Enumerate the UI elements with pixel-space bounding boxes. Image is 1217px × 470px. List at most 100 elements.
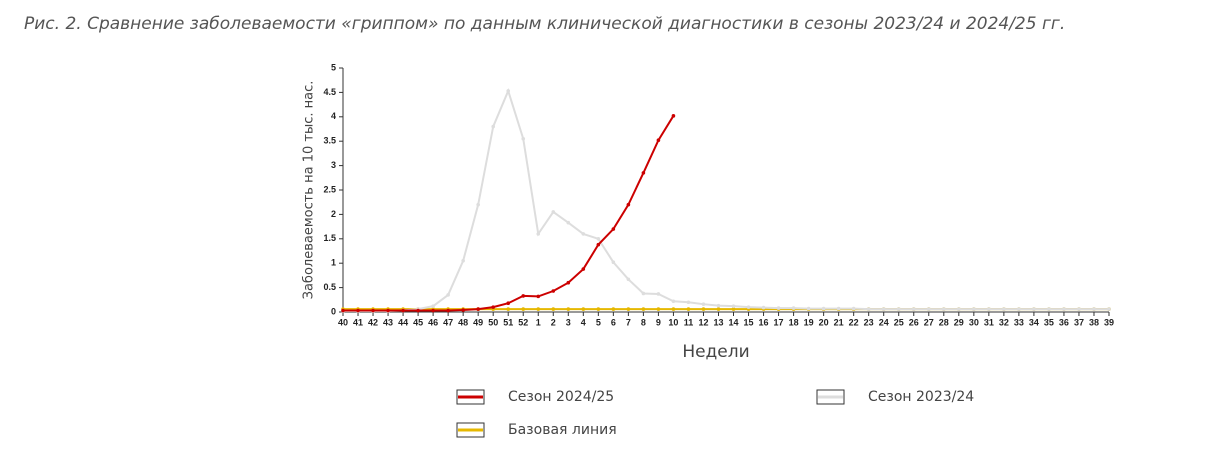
point — [656, 138, 661, 143]
y-tick-label: 4.5 — [323, 87, 336, 97]
point — [851, 306, 856, 311]
x-tick-label: 7 — [626, 317, 631, 327]
y-axis-label: Заболеваемость на 10 тыс. нас. — [302, 81, 317, 300]
point — [731, 304, 736, 308]
x-axis-label: Недели — [682, 342, 749, 362]
point — [566, 220, 571, 225]
point — [776, 306, 781, 310]
point — [446, 308, 450, 313]
point — [401, 308, 405, 313]
point — [566, 307, 571, 311]
x-tick-label: 1 — [536, 317, 541, 327]
x-tick-label: 29 — [954, 317, 964, 327]
point — [521, 307, 526, 311]
point — [386, 308, 390, 313]
point — [716, 303, 721, 308]
x-tick-label: 2 — [551, 317, 556, 327]
x-tick-label: 42 — [368, 317, 378, 327]
point — [341, 308, 345, 313]
x-tick-label: 23 — [864, 317, 874, 327]
y-tick-label: 2 — [331, 209, 336, 219]
point — [506, 89, 511, 93]
x-tick-label: 5 — [596, 317, 601, 327]
point — [987, 307, 991, 311]
point — [626, 277, 631, 282]
point — [641, 171, 646, 175]
x-tick-label: 46 — [428, 317, 438, 327]
x-tick-label: 34 — [1029, 317, 1039, 327]
x-tick-label: 21 — [834, 317, 844, 327]
point — [686, 300, 691, 305]
x-tick-label: 35 — [1044, 317, 1054, 327]
x-tick-label: 47 — [443, 317, 453, 327]
x-tick-label: 33 — [1014, 317, 1024, 327]
point — [626, 202, 631, 207]
x-tick-label: 6 — [611, 317, 616, 327]
x-tick-label: 18 — [789, 317, 799, 327]
x-tick-label: 51 — [503, 317, 513, 327]
x-tick-label: 11 — [684, 317, 694, 327]
x-tick-label: 48 — [458, 317, 468, 327]
point — [491, 124, 495, 129]
y-tick-label: 0.5 — [323, 282, 336, 292]
x-tick-label: 38 — [1089, 317, 1099, 327]
point — [536, 232, 541, 236]
point — [806, 306, 811, 311]
point — [596, 237, 601, 241]
point — [1002, 307, 1006, 311]
point — [566, 280, 571, 285]
point — [911, 307, 916, 311]
point — [611, 227, 616, 231]
point — [671, 299, 676, 304]
point — [596, 307, 601, 311]
point — [536, 307, 541, 311]
point — [521, 294, 526, 298]
y-tick-label: 4 — [331, 111, 336, 121]
point — [656, 307, 661, 311]
point — [671, 307, 676, 311]
point — [551, 289, 556, 293]
point — [551, 307, 556, 311]
point — [641, 307, 646, 311]
x-tick-label: 15 — [744, 317, 754, 327]
x-tick-label: 31 — [984, 317, 994, 327]
legend-label: Сезон 2024/25 — [508, 389, 614, 405]
x-tick-label: 17 — [774, 317, 784, 327]
point — [491, 305, 495, 309]
point — [626, 307, 631, 311]
point — [941, 307, 946, 311]
x-tick-label: 32 — [999, 317, 1009, 327]
point — [506, 307, 511, 311]
point — [506, 301, 511, 306]
x-tick-label: 26 — [909, 317, 919, 327]
legend-label: Базовая линия — [508, 422, 617, 438]
x-tick-label: 20 — [819, 317, 829, 327]
point — [731, 307, 736, 311]
x-tick-label: 44 — [398, 317, 408, 327]
point — [431, 304, 435, 308]
point — [551, 210, 556, 214]
x-tick-label: 45 — [413, 317, 423, 327]
x-tick-label: 9 — [656, 317, 661, 327]
point — [972, 307, 976, 311]
point — [1092, 307, 1096, 311]
point — [671, 114, 676, 118]
point — [431, 308, 435, 313]
y-tick-label: 1 — [331, 258, 336, 268]
point — [716, 307, 721, 311]
x-tick-label: 14 — [729, 317, 739, 327]
point — [866, 307, 871, 311]
x-tick-label: 36 — [1059, 317, 1069, 327]
point — [611, 307, 616, 311]
x-tick-label: 22 — [849, 317, 859, 327]
point — [581, 267, 586, 271]
chart-title: Рис. 2. Сравнение заболеваемости «гриппо… — [24, 14, 1066, 34]
x-tick-label: 50 — [488, 317, 498, 327]
x-tick-label: 12 — [698, 317, 708, 327]
point — [701, 302, 706, 306]
point — [1107, 307, 1111, 311]
point — [461, 308, 465, 312]
x-tick-label: 24 — [879, 317, 889, 327]
point — [461, 258, 465, 263]
